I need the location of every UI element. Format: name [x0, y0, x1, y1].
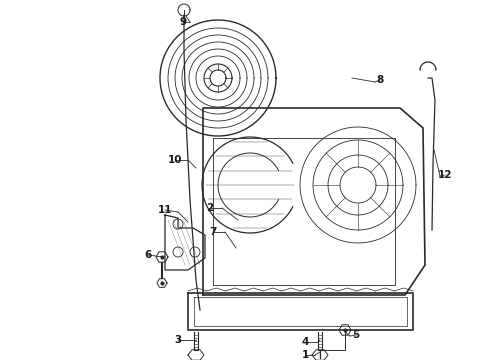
Text: 2: 2	[206, 203, 214, 213]
Text: 6: 6	[145, 250, 151, 260]
Text: 1: 1	[301, 350, 309, 360]
Text: 3: 3	[174, 335, 182, 345]
Text: 4: 4	[301, 337, 309, 347]
Text: 8: 8	[376, 75, 384, 85]
Text: 7: 7	[209, 227, 217, 237]
Text: 9: 9	[179, 17, 187, 27]
Text: 11: 11	[158, 205, 172, 215]
Text: 5: 5	[352, 330, 360, 340]
Text: 10: 10	[168, 155, 182, 165]
Text: 12: 12	[438, 170, 452, 180]
